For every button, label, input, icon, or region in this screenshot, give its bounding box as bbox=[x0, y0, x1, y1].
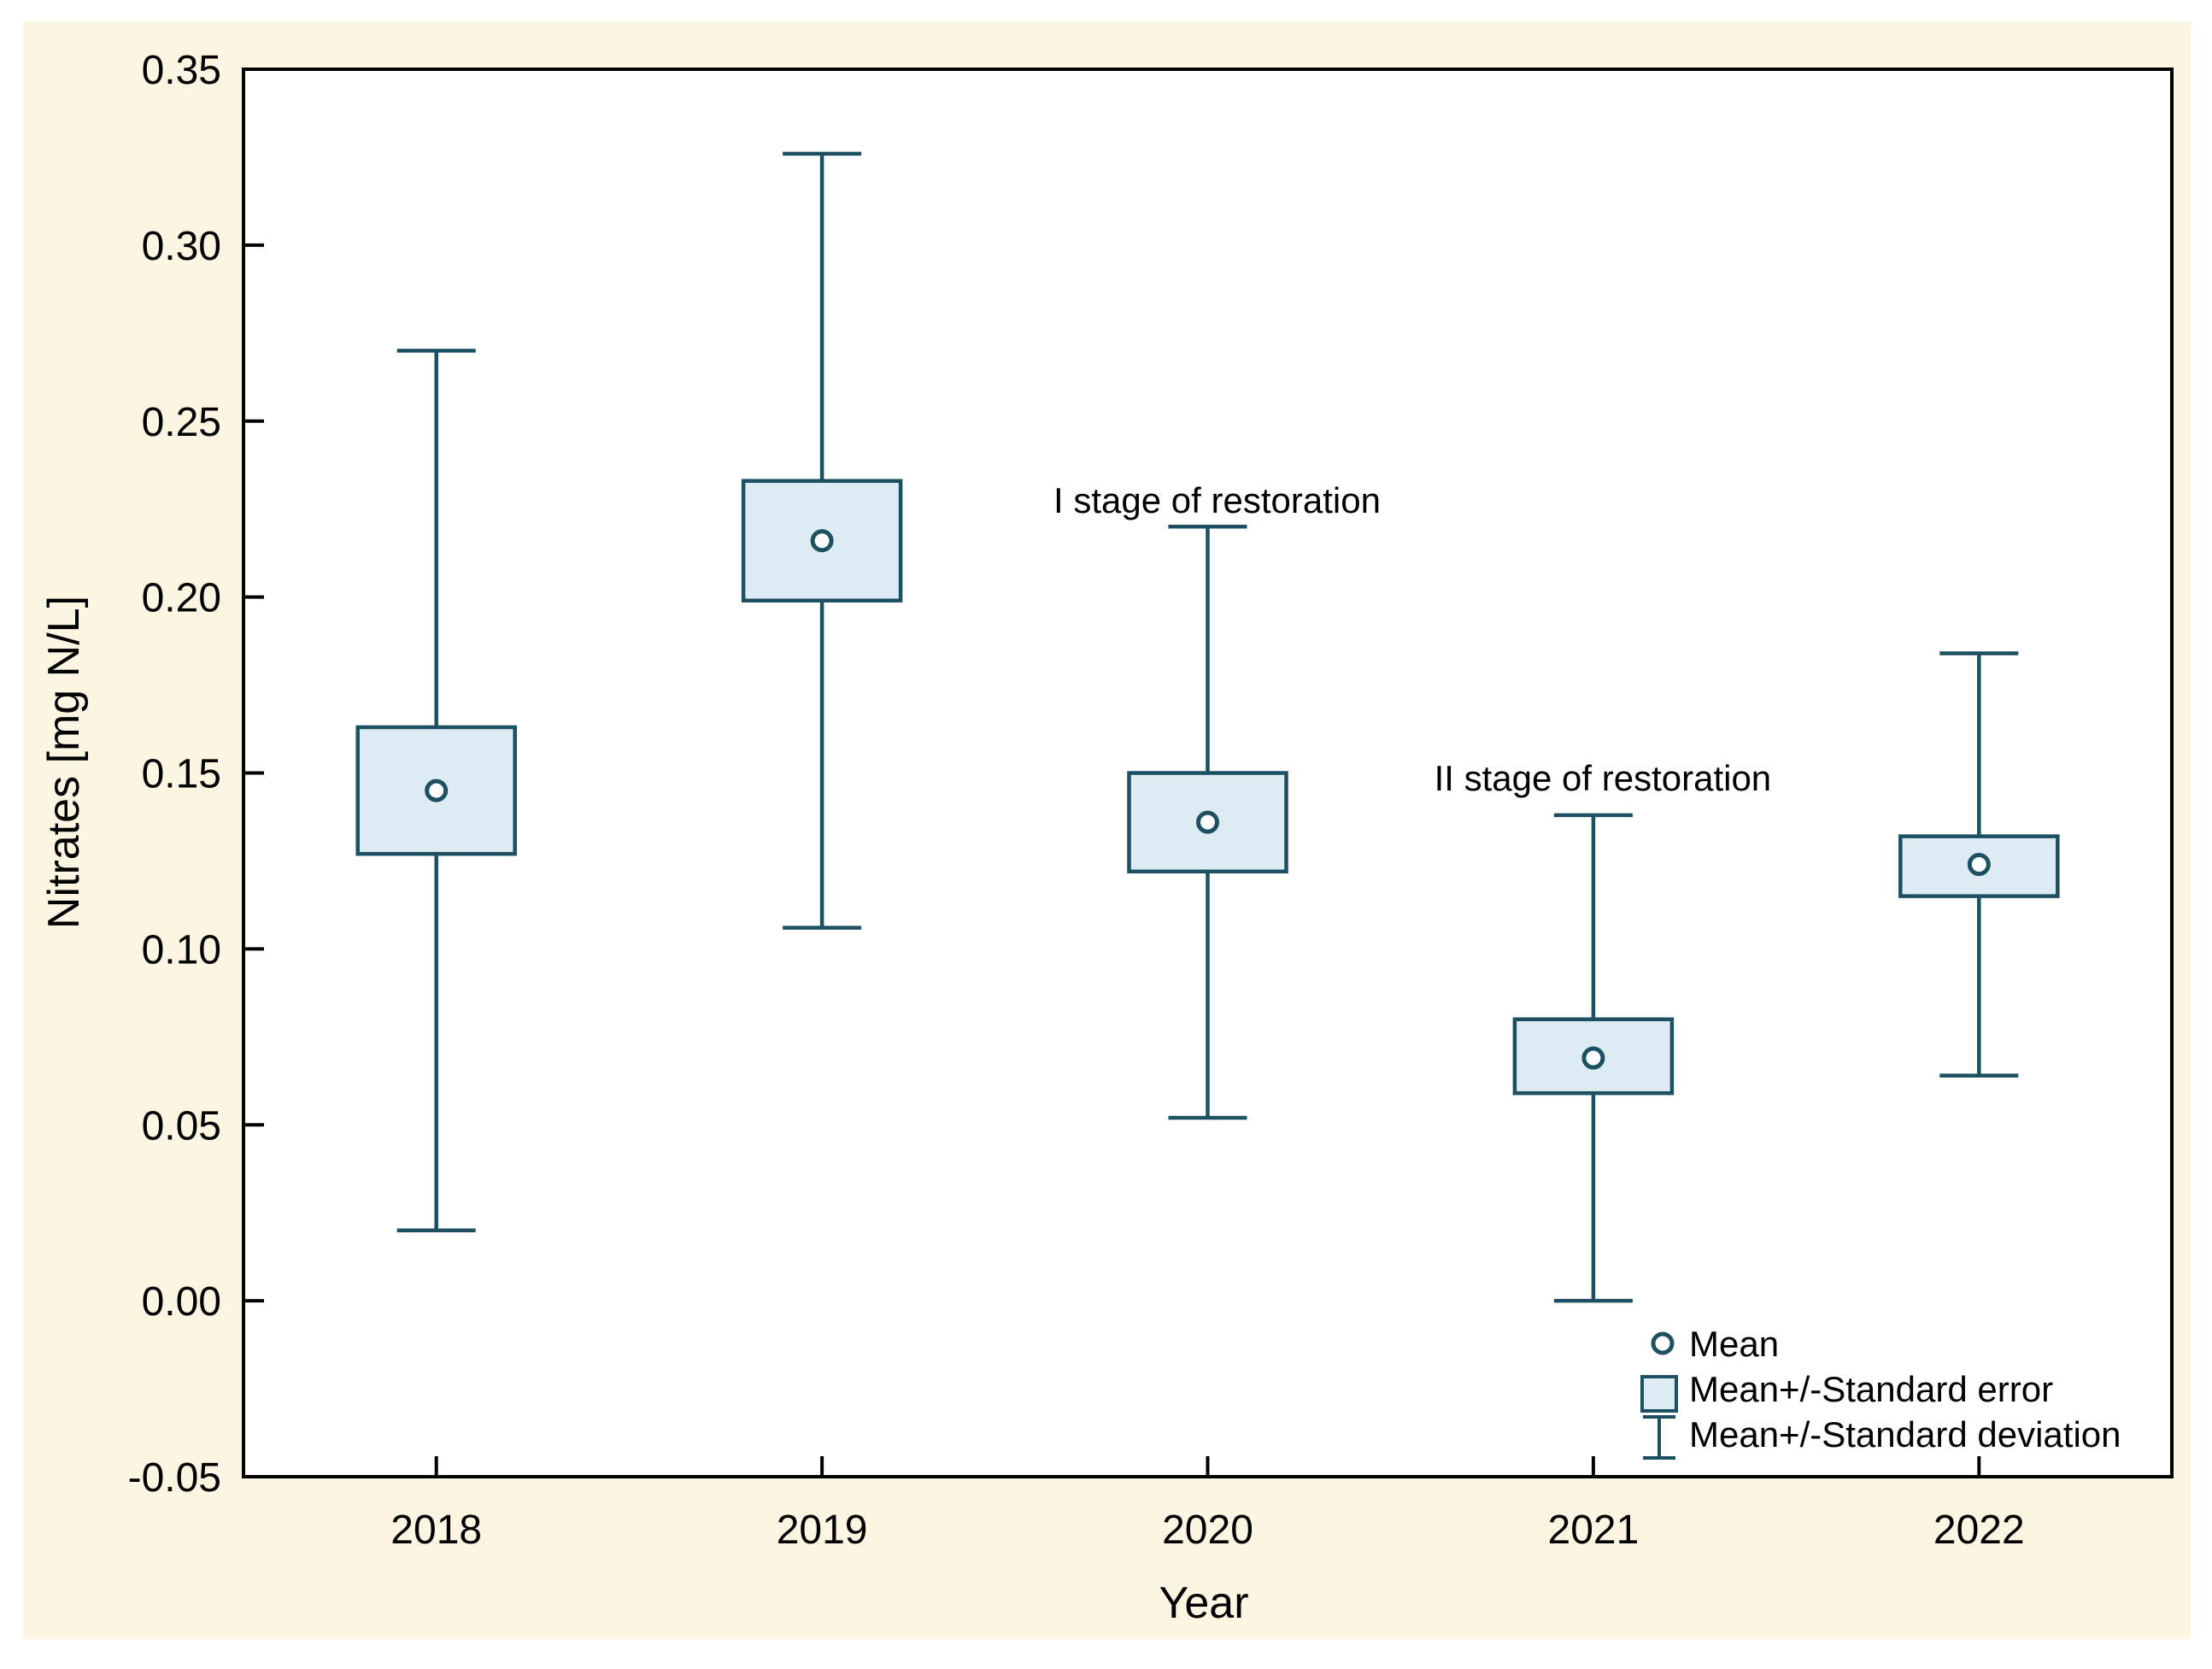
x-tick-label: 2019 bbox=[777, 1507, 868, 1553]
y-tick-label: 0.05 bbox=[142, 1103, 221, 1149]
annotation-stage-1: I stage of restoration bbox=[1053, 479, 1381, 520]
legend-label-mean: Mean bbox=[1689, 1324, 1780, 1364]
x-axis-title: Year bbox=[1159, 1578, 1249, 1628]
mean-marker bbox=[1967, 853, 1991, 877]
x-tick-label: 2022 bbox=[1933, 1507, 2025, 1553]
y-tick-label: 0.20 bbox=[142, 576, 221, 621]
mean-marker bbox=[1196, 810, 1219, 834]
annotation-stage-2: II stage of restoration bbox=[1434, 758, 1772, 799]
x-tick-label: 2021 bbox=[1548, 1507, 1640, 1553]
legend-label-standard-deviation: Mean+/-Standard deviation bbox=[1689, 1414, 2121, 1454]
x-tick-label: 2020 bbox=[1162, 1507, 1253, 1553]
y-tick-label: 0.10 bbox=[142, 927, 221, 973]
y-tick-label: 0.15 bbox=[142, 752, 221, 797]
plot-frame bbox=[242, 68, 2174, 1478]
y-axis-title: Nitrates [mg N/L] bbox=[39, 595, 89, 930]
legend-label-standard-error: Mean+/-Standard error bbox=[1689, 1369, 2054, 1409]
y-tick-label: 0.35 bbox=[142, 48, 221, 93]
legend-se-marker bbox=[1640, 1375, 1678, 1413]
legend-mean-marker bbox=[1651, 1331, 1675, 1355]
x-tick-label: 2018 bbox=[390, 1507, 482, 1553]
y-tick-label: 0.30 bbox=[142, 224, 221, 269]
y-tick-label: 0.25 bbox=[142, 400, 221, 445]
mean-marker bbox=[425, 779, 449, 802]
mean-marker bbox=[1581, 1046, 1605, 1070]
y-tick-label: -0.05 bbox=[128, 1455, 221, 1501]
y-tick-label: 0.00 bbox=[142, 1279, 221, 1325]
mean-marker bbox=[810, 529, 834, 553]
